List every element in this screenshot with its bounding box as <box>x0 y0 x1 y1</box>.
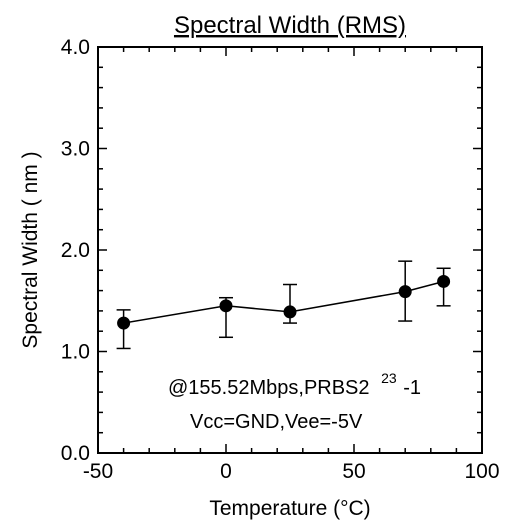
tick-labels: -50 0 50 100 0.0 1.0 2.0 3.0 4.0 <box>61 36 500 483</box>
x-tick-label: 100 <box>464 460 499 483</box>
chart-title: Spectral Width (RMS) <box>174 12 406 39</box>
data-point <box>437 274 451 288</box>
x-tick-label: -50 <box>83 460 113 483</box>
y-tick-label: 3.0 <box>61 138 90 161</box>
x-axis-label: Temperature (°C) <box>209 497 370 520</box>
annotation-exponent: 23 <box>381 370 397 386</box>
data-point <box>117 316 131 330</box>
annotation-exponent-tail: -1 <box>403 377 421 399</box>
y-tick-label: 1.0 <box>61 341 90 364</box>
data-point <box>283 305 297 319</box>
y-tick-label: 0.0 <box>61 442 90 465</box>
y-axis-label: Spectral Width ( nm ) <box>19 151 42 348</box>
data-point <box>398 285 412 299</box>
data-series <box>116 260 451 350</box>
x-tick-label: 0 <box>220 460 232 483</box>
annotation-bitrate-text: @155.52Mbps,PRBS2 <box>168 377 370 399</box>
y-tick-label: 4.0 <box>61 36 90 59</box>
annotation-bitrate: @155.52Mbps,PRBS2 23 -1 <box>168 366 421 399</box>
data-point <box>219 299 233 313</box>
series-line <box>123 280 444 324</box>
annotation-supply: Vcc=GND,Vee=-5V <box>190 411 363 433</box>
y-tick-label: 2.0 <box>61 239 90 262</box>
x-tick-label: 50 <box>342 460 365 483</box>
axis-ticks <box>97 46 483 454</box>
